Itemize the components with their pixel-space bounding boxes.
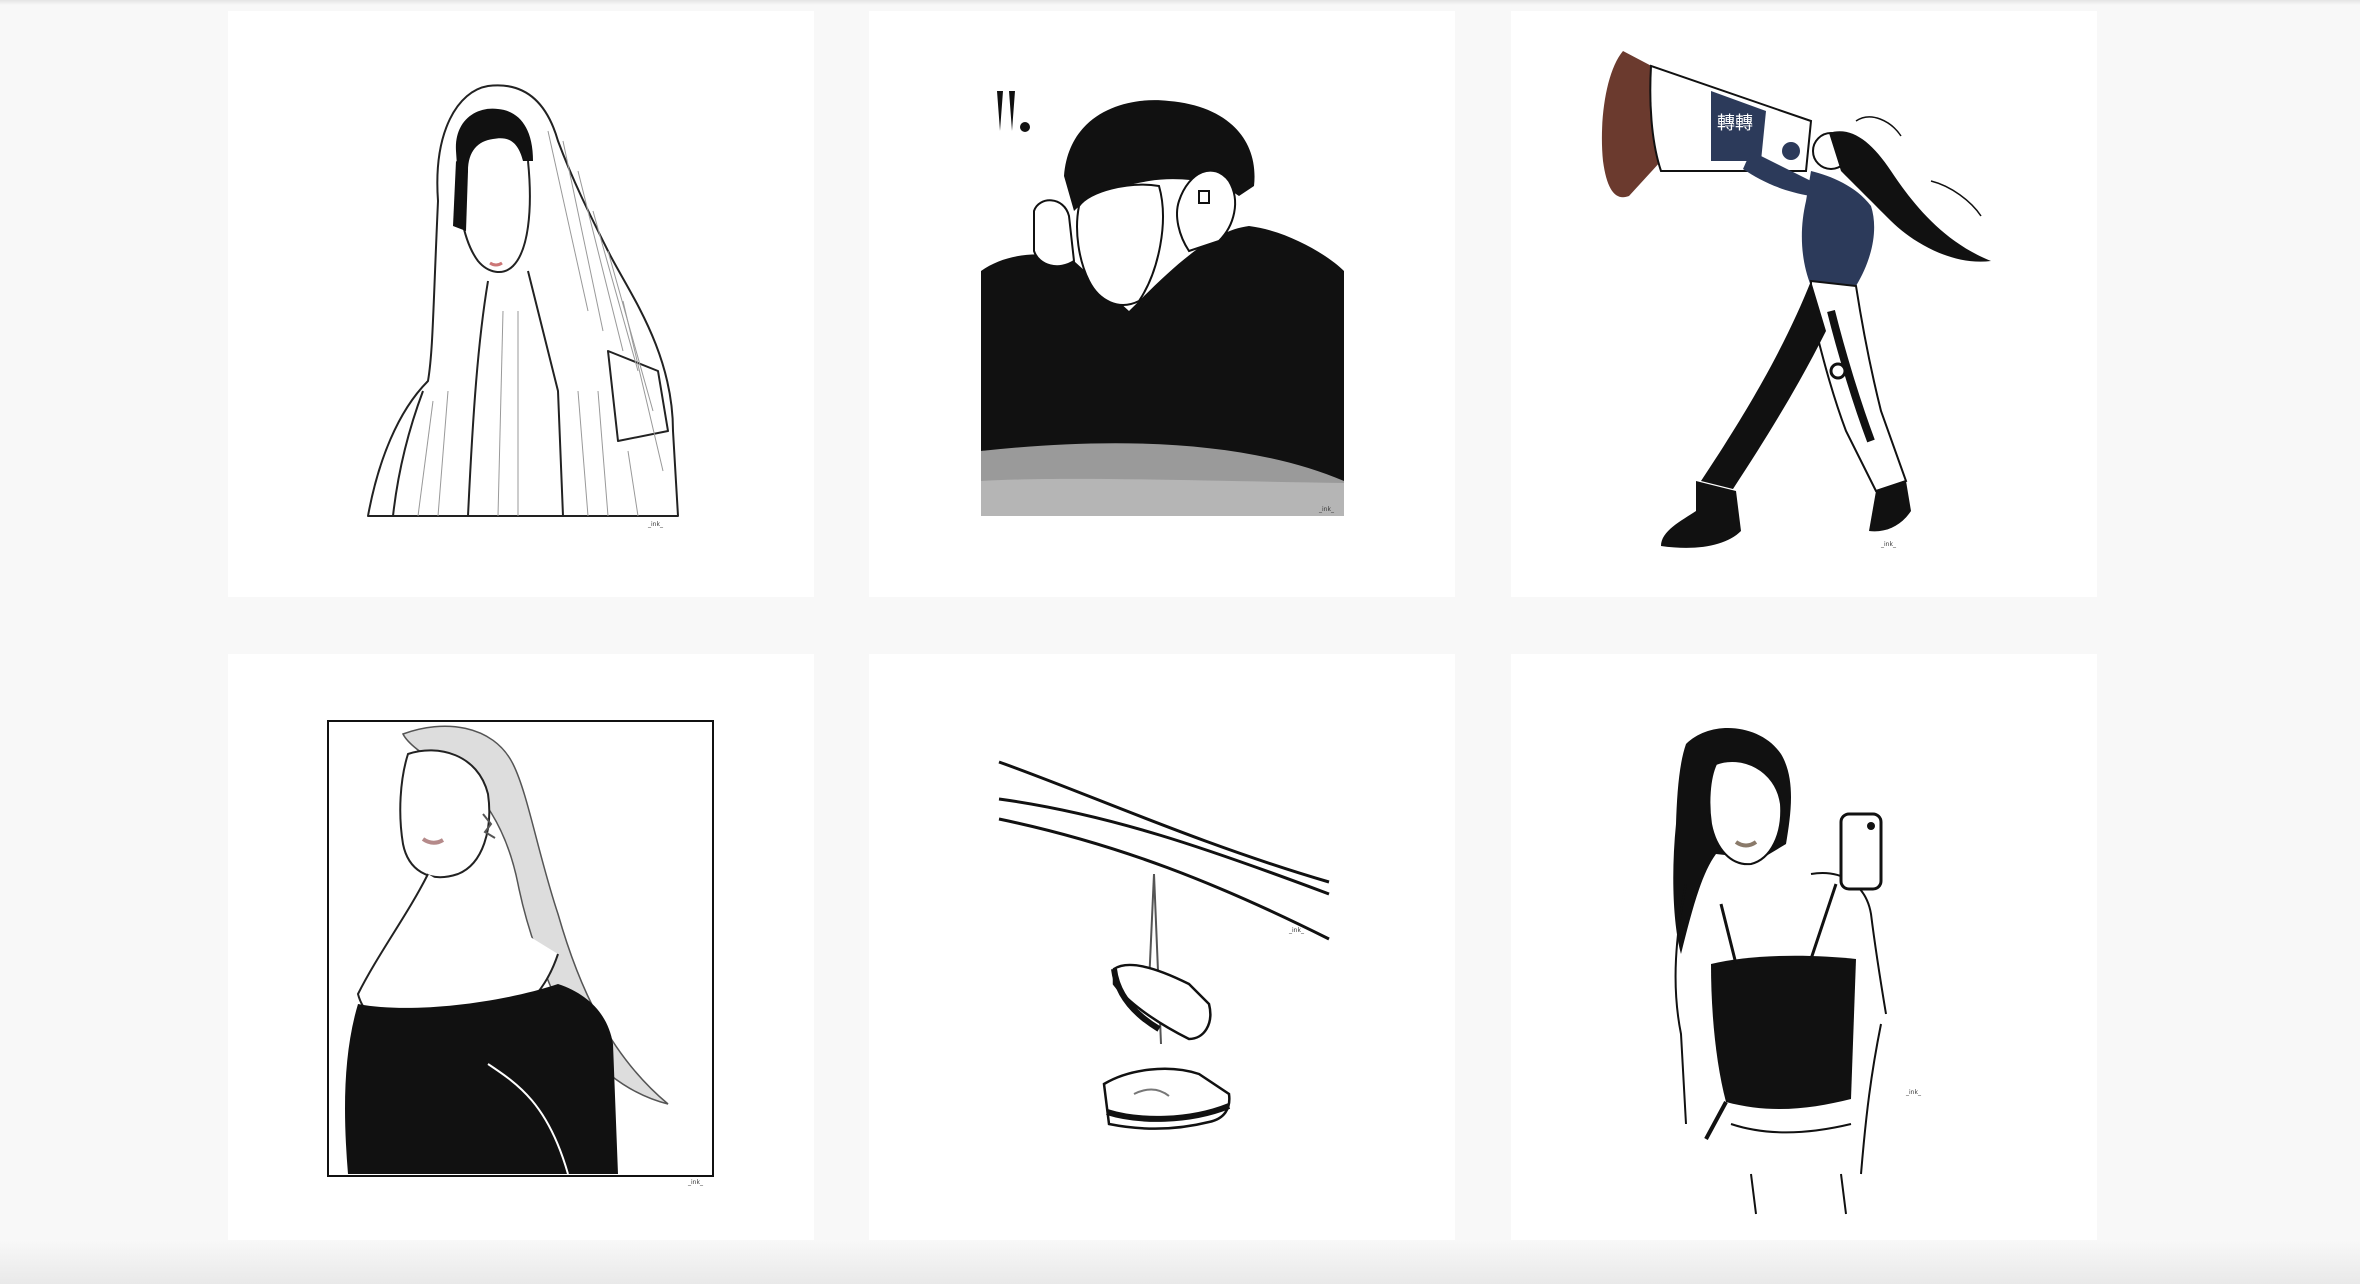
artwork-megaphone-dancer: 轉轉 _ink_ [1601,51,1991,548]
artwork-framed-portrait: _ink_ [327,720,714,1186]
gallery-tile-5[interactable]: _ink_ [869,654,1455,1240]
gallery-tile-2[interactable]: _ink_ [869,11,1455,597]
gallery-tile-1[interactable]: _ink_ [228,11,814,597]
artwork-sneakers-wire: _ink_ [998,760,1330,1130]
signature: _ink_ [1880,541,1897,548]
signature: _ink_ [647,521,664,528]
signature: _ink_ [1288,927,1305,934]
artwork-beanie-figure: _ink_ [981,91,1344,516]
gallery-tile-4[interactable]: _ink_ [228,654,814,1240]
poster-text: 轉轉 [1717,113,1753,134]
gallery-tile-6[interactable]: _ink_ [1511,654,2097,1240]
artwork-girl-hood: _ink_ [367,84,679,528]
gallery-tile-3[interactable]: 轉轉 _ink_ [1511,11,2097,597]
signature: _ink_ [1318,506,1335,513]
top-edge [0,0,2360,5]
bottom-fade [0,1240,2360,1284]
signature: _ink_ [1905,1089,1922,1096]
signature: _ink_ [687,1179,704,1186]
artwork-phone-selfie: _ink_ [1673,727,1922,1215]
